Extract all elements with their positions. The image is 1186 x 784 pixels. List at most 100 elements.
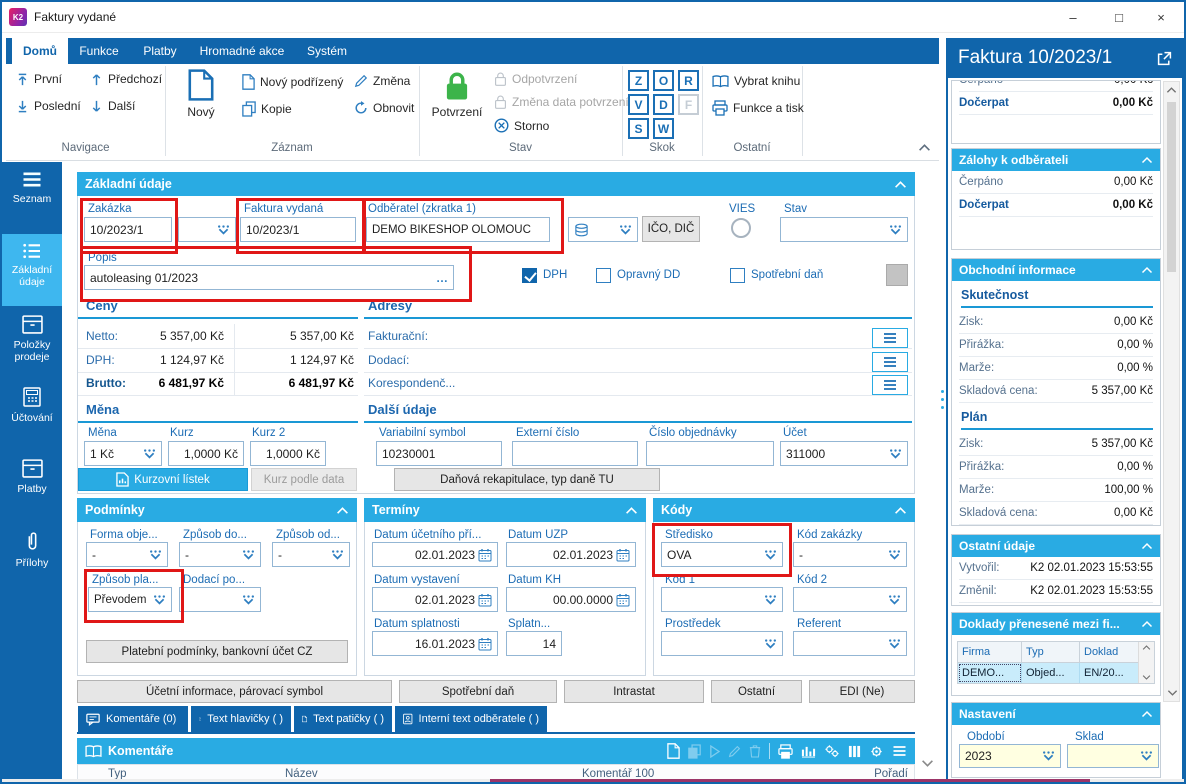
datum-kh-field[interactable]: 00.00.0000: [506, 587, 636, 612]
splatnost-dni-field[interactable]: 14: [506, 631, 562, 656]
dropdown-icon[interactable]: [1140, 751, 1153, 761]
collapse-icon[interactable]: [1141, 620, 1153, 628]
functions-print-button[interactable]: Funkce a tisk: [712, 100, 804, 116]
calendar-icon[interactable]: [616, 548, 630, 562]
dropdown-icon[interactable]: [1042, 751, 1055, 761]
zakazka-field[interactable]: 10/2023/1: [84, 217, 172, 242]
zpusob-dopravy-combo[interactable]: -: [179, 542, 261, 567]
collapse-icon[interactable]: [625, 506, 638, 515]
sidebar-item-prilohy[interactable]: Přílohy: [2, 522, 62, 594]
collapse-ribbon-icon[interactable]: [918, 143, 931, 152]
sidebar-item-uctovani[interactable]: Účtování: [2, 378, 62, 450]
calendar-icon[interactable]: [616, 593, 630, 607]
jump-letter-s[interactable]: S: [628, 118, 649, 139]
dropdown-icon[interactable]: [889, 225, 902, 235]
tab-interni-text[interactable]: Interní text odběratele ( ): [395, 706, 547, 732]
popis-field[interactable]: autoleasing 01/2023…: [84, 265, 454, 290]
dodaci-address-button[interactable]: [872, 352, 908, 372]
collapse-icon[interactable]: [336, 506, 349, 515]
menu-icon[interactable]: [892, 745, 907, 757]
change-button[interactable]: Změna: [354, 74, 410, 88]
variabilni-symbol-field[interactable]: 10230001: [376, 441, 502, 466]
ribbon-tab-system[interactable]: Systém: [306, 44, 347, 58]
jump-letter-o[interactable]: O: [653, 70, 674, 91]
columns-icon[interactable]: [848, 745, 861, 758]
dropdown-icon[interactable]: [889, 449, 902, 459]
select-book-button[interactable]: Vybrat knihu: [712, 74, 800, 88]
nav-next-button[interactable]: Další: [90, 99, 135, 113]
dropdown-icon[interactable]: [764, 595, 777, 605]
sidebar-item-zakladni-udaje[interactable]: Základní údaje: [2, 234, 62, 306]
splitter-handle[interactable]: [941, 390, 944, 393]
spotrebni-dan-button[interactable]: Spotřební daň: [399, 680, 557, 703]
scroll-up-icon[interactable]: [1166, 86, 1177, 94]
stredisko-combo[interactable]: OVA: [661, 542, 783, 567]
dropdown-icon[interactable]: [764, 550, 777, 560]
minimize-button[interactable]: –: [1069, 9, 1077, 25]
nav-last-button[interactable]: Poslední: [16, 99, 81, 113]
col-typ[interactable]: Typ: [1022, 642, 1080, 662]
nav-first-button[interactable]: První: [16, 72, 62, 86]
dropdown-icon[interactable]: [888, 639, 901, 649]
kod1-combo[interactable]: [661, 587, 783, 612]
edi-button[interactable]: EDI (Ne): [809, 680, 915, 703]
datum-vystaveni-field[interactable]: 02.01.2023: [372, 587, 498, 612]
scrollbar-thumb[interactable]: [1167, 102, 1176, 272]
pane-scrollbar[interactable]: [1163, 81, 1180, 702]
col-doklad[interactable]: Doklad: [1084, 646, 1119, 658]
cell-firma[interactable]: DEMO...: [958, 663, 1022, 683]
nav-previous-button[interactable]: Předchozí: [90, 72, 162, 86]
obdobi-combo[interactable]: 2023: [959, 744, 1061, 768]
kurzovni-listek-button[interactable]: Kurzovní lístek: [78, 468, 248, 491]
sidebar-item-seznam[interactable]: Seznam: [2, 162, 62, 234]
collapse-icon[interactable]: [1141, 710, 1153, 718]
col-komentar[interactable]: Komentář 100: [582, 768, 655, 780]
copy-button[interactable]: Kopie: [242, 101, 292, 117]
col-typ[interactable]: Typ: [108, 768, 127, 780]
zpusob-odberu-combo[interactable]: -: [272, 542, 350, 567]
dropdown-icon[interactable]: [888, 595, 901, 605]
spotrebni-dan-checkbox[interactable]: [730, 268, 745, 283]
dropdown-icon[interactable]: [242, 550, 255, 560]
korespondencni-address-button[interactable]: [872, 375, 908, 395]
jump-letter-w[interactable]: W: [653, 118, 674, 139]
dropdown-icon[interactable]: [619, 225, 632, 235]
odberatel-lookup-combo[interactable]: [568, 217, 638, 242]
tab-text-hlavicky[interactable]: Text hlavičky ( ): [191, 706, 291, 732]
collapse-icon[interactable]: [1141, 156, 1153, 164]
new-record-button[interactable]: Nový: [174, 69, 228, 119]
calendar-icon[interactable]: [478, 637, 492, 651]
cislo-objednavky-field[interactable]: [646, 441, 774, 466]
dropdown-icon[interactable]: [149, 550, 162, 560]
scroll-down-icon[interactable]: [921, 759, 934, 768]
collapse-icon[interactable]: [1141, 542, 1153, 550]
chart-icon[interactable]: [801, 745, 816, 758]
opravny-dd-checkbox[interactable]: [596, 268, 611, 283]
dropdown-icon[interactable]: [153, 595, 166, 605]
collapse-icon[interactable]: [894, 506, 907, 515]
dodaci-podminky-combo[interactable]: [179, 587, 261, 612]
cell-typ[interactable]: Objed...: [1022, 663, 1080, 683]
jump-letter-d[interactable]: D: [653, 94, 674, 115]
datum-uzp-field[interactable]: 02.01.2023: [506, 542, 636, 567]
ucetni-informace-button[interactable]: Účetní informace, párovací symbol: [77, 680, 392, 703]
kod-zakazky-combo[interactable]: -: [793, 542, 907, 567]
ellipsis-button[interactable]: …: [436, 270, 448, 285]
tab-komentare[interactable]: Komentáře (0): [78, 706, 188, 732]
refresh-button[interactable]: Obnovit: [354, 101, 414, 115]
new-comment-icon[interactable]: [667, 743, 680, 759]
dropdown-icon[interactable]: [331, 550, 344, 560]
ribbon-tab-hromadne-akce[interactable]: Hromadné akce: [199, 44, 285, 58]
col-firma[interactable]: Firma: [958, 642, 1022, 662]
close-button[interactable]: ×: [1157, 9, 1165, 25]
splitter-handle[interactable]: [941, 398, 944, 401]
dropdown-icon[interactable]: [217, 225, 230, 235]
mena-combo[interactable]: 1 Kč: [84, 441, 162, 466]
prostredek-combo[interactable]: [661, 631, 783, 656]
table-row[interactable]: DEMO... Objed... EN/20...: [958, 663, 1138, 683]
unconfirm-button[interactable]: Odpotvrzení: [494, 72, 577, 86]
zakazka-book-combo[interactable]: [178, 217, 236, 242]
scroll-down-icon[interactable]: [1142, 674, 1151, 681]
dropdown-icon[interactable]: [764, 639, 777, 649]
splitter-handle[interactable]: [941, 406, 944, 409]
